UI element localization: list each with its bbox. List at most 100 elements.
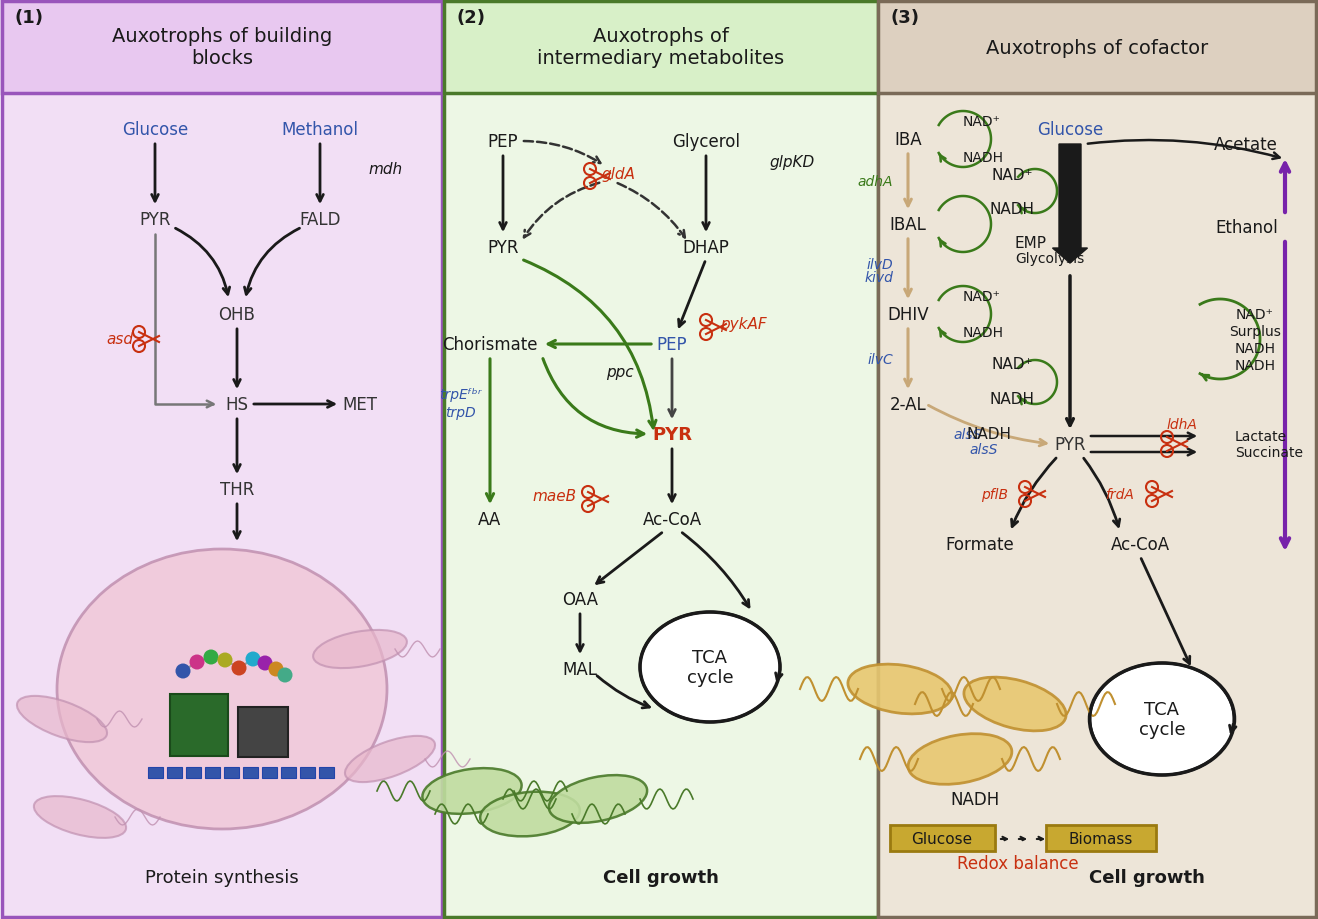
Text: (3): (3)	[890, 9, 919, 27]
Bar	[206, 767, 220, 778]
Text: NADH: NADH	[963, 151, 1004, 165]
Text: OHB: OHB	[219, 306, 256, 323]
Text: Ethanol: Ethanol	[1215, 219, 1278, 237]
Text: Protein synthesis: Protein synthesis	[145, 868, 299, 886]
Text: alsS: alsS	[970, 443, 998, 457]
Circle shape	[278, 668, 293, 683]
Text: DHAP: DHAP	[683, 239, 729, 256]
Text: NADH: NADH	[950, 790, 999, 808]
Text: NAD⁺: NAD⁺	[963, 289, 1000, 303]
Bar	[444, 2, 878, 94]
Text: Glycolysis: Glycolysis	[1015, 252, 1085, 266]
Text: NADH: NADH	[990, 202, 1035, 217]
Ellipse shape	[345, 736, 435, 782]
Text: FALD: FALD	[299, 210, 341, 229]
Text: pflB: pflB	[982, 487, 1008, 502]
Text: Chorismate: Chorismate	[443, 335, 538, 354]
Circle shape	[203, 650, 219, 664]
Circle shape	[217, 652, 232, 668]
Text: NAD⁺: NAD⁺	[963, 115, 1000, 129]
Bar	[170, 694, 228, 756]
Bar	[281, 767, 297, 778]
Text: Cell growth: Cell growth	[604, 868, 718, 886]
Text: TCA
cycle: TCA cycle	[1139, 700, 1185, 739]
Text: Formate: Formate	[945, 536, 1015, 553]
Text: 2-AL: 2-AL	[890, 395, 927, 414]
Bar	[878, 2, 1315, 94]
Bar	[890, 825, 995, 851]
Circle shape	[190, 654, 204, 670]
Text: Glycerol: Glycerol	[672, 133, 739, 151]
Text: Cell growth: Cell growth	[1089, 868, 1205, 886]
Text: IBA: IBA	[894, 130, 921, 149]
Text: Auxotrophs of cofactor: Auxotrophs of cofactor	[986, 39, 1209, 57]
Text: Glucose: Glucose	[121, 121, 188, 139]
Bar	[3, 2, 442, 94]
Ellipse shape	[963, 677, 1066, 732]
Text: IBAL: IBAL	[890, 216, 927, 233]
Text: ilvC: ilvC	[867, 353, 894, 367]
Text: TCA
cycle: TCA cycle	[687, 648, 733, 686]
Text: NAD⁺: NAD⁺	[1236, 308, 1275, 322]
Text: OAA: OAA	[561, 590, 598, 608]
Text: DHIV: DHIV	[887, 306, 929, 323]
Text: NAD⁺: NAD⁺	[991, 167, 1033, 182]
Text: PYR: PYR	[488, 239, 519, 256]
Text: (2): (2)	[456, 9, 485, 27]
Bar	[3, 2, 442, 917]
Text: alsS: alsS	[954, 427, 982, 441]
Ellipse shape	[641, 612, 780, 722]
Text: Surplus: Surplus	[1230, 324, 1281, 338]
Text: MET: MET	[343, 395, 377, 414]
Bar	[167, 767, 182, 778]
FancyArrow shape	[1053, 145, 1087, 264]
Bar	[1046, 825, 1156, 851]
Text: glpKD: glpKD	[770, 155, 816, 170]
Text: Auxotrophs of building
blocks: Auxotrophs of building blocks	[112, 28, 332, 68]
Text: MAL: MAL	[563, 660, 597, 678]
Bar	[878, 2, 1315, 917]
Ellipse shape	[17, 696, 107, 743]
Bar	[148, 767, 163, 778]
Ellipse shape	[1090, 664, 1235, 775]
Text: Redox balance: Redox balance	[957, 854, 1079, 872]
Ellipse shape	[847, 664, 952, 714]
Text: THR: THR	[220, 481, 254, 498]
Bar	[224, 767, 239, 778]
Text: Biomass: Biomass	[1069, 832, 1133, 846]
Text: Auxotrophs of
intermediary metabolites: Auxotrophs of intermediary metabolites	[538, 28, 784, 68]
Text: PYR: PYR	[1054, 436, 1086, 453]
Bar	[186, 767, 202, 778]
Text: maeB: maeB	[532, 489, 577, 504]
Text: Lactate: Lactate	[1235, 429, 1288, 444]
Bar	[262, 767, 277, 778]
Circle shape	[269, 662, 283, 676]
Bar	[301, 767, 315, 778]
Circle shape	[257, 656, 273, 671]
Text: trpEᶠᵇʳ: trpEᶠᵇʳ	[439, 388, 481, 402]
Text: PEP: PEP	[656, 335, 687, 354]
Text: HS: HS	[225, 395, 249, 414]
Text: NADH: NADH	[990, 392, 1035, 407]
Text: Succinate: Succinate	[1235, 446, 1304, 460]
Ellipse shape	[480, 792, 580, 836]
Text: adhA: adhA	[858, 175, 894, 188]
Text: (1): (1)	[14, 9, 43, 27]
Text: Ac-CoA: Ac-CoA	[642, 510, 701, 528]
Text: kivd: kivd	[865, 271, 894, 285]
Circle shape	[175, 664, 191, 679]
Text: NADH: NADH	[963, 325, 1004, 340]
Text: PEP: PEP	[488, 133, 518, 151]
Ellipse shape	[57, 550, 387, 829]
Ellipse shape	[422, 768, 522, 814]
Text: mdh: mdh	[368, 163, 402, 177]
Bar	[239, 708, 289, 757]
Circle shape	[245, 652, 261, 667]
Text: frdA: frdA	[1106, 487, 1135, 502]
Text: ppc: ppc	[606, 365, 634, 380]
Text: Methanol: Methanol	[282, 121, 358, 139]
Text: EMP: EMP	[1015, 236, 1046, 251]
Bar	[243, 767, 258, 778]
Bar	[319, 767, 333, 778]
Text: trpD: trpD	[444, 405, 476, 420]
